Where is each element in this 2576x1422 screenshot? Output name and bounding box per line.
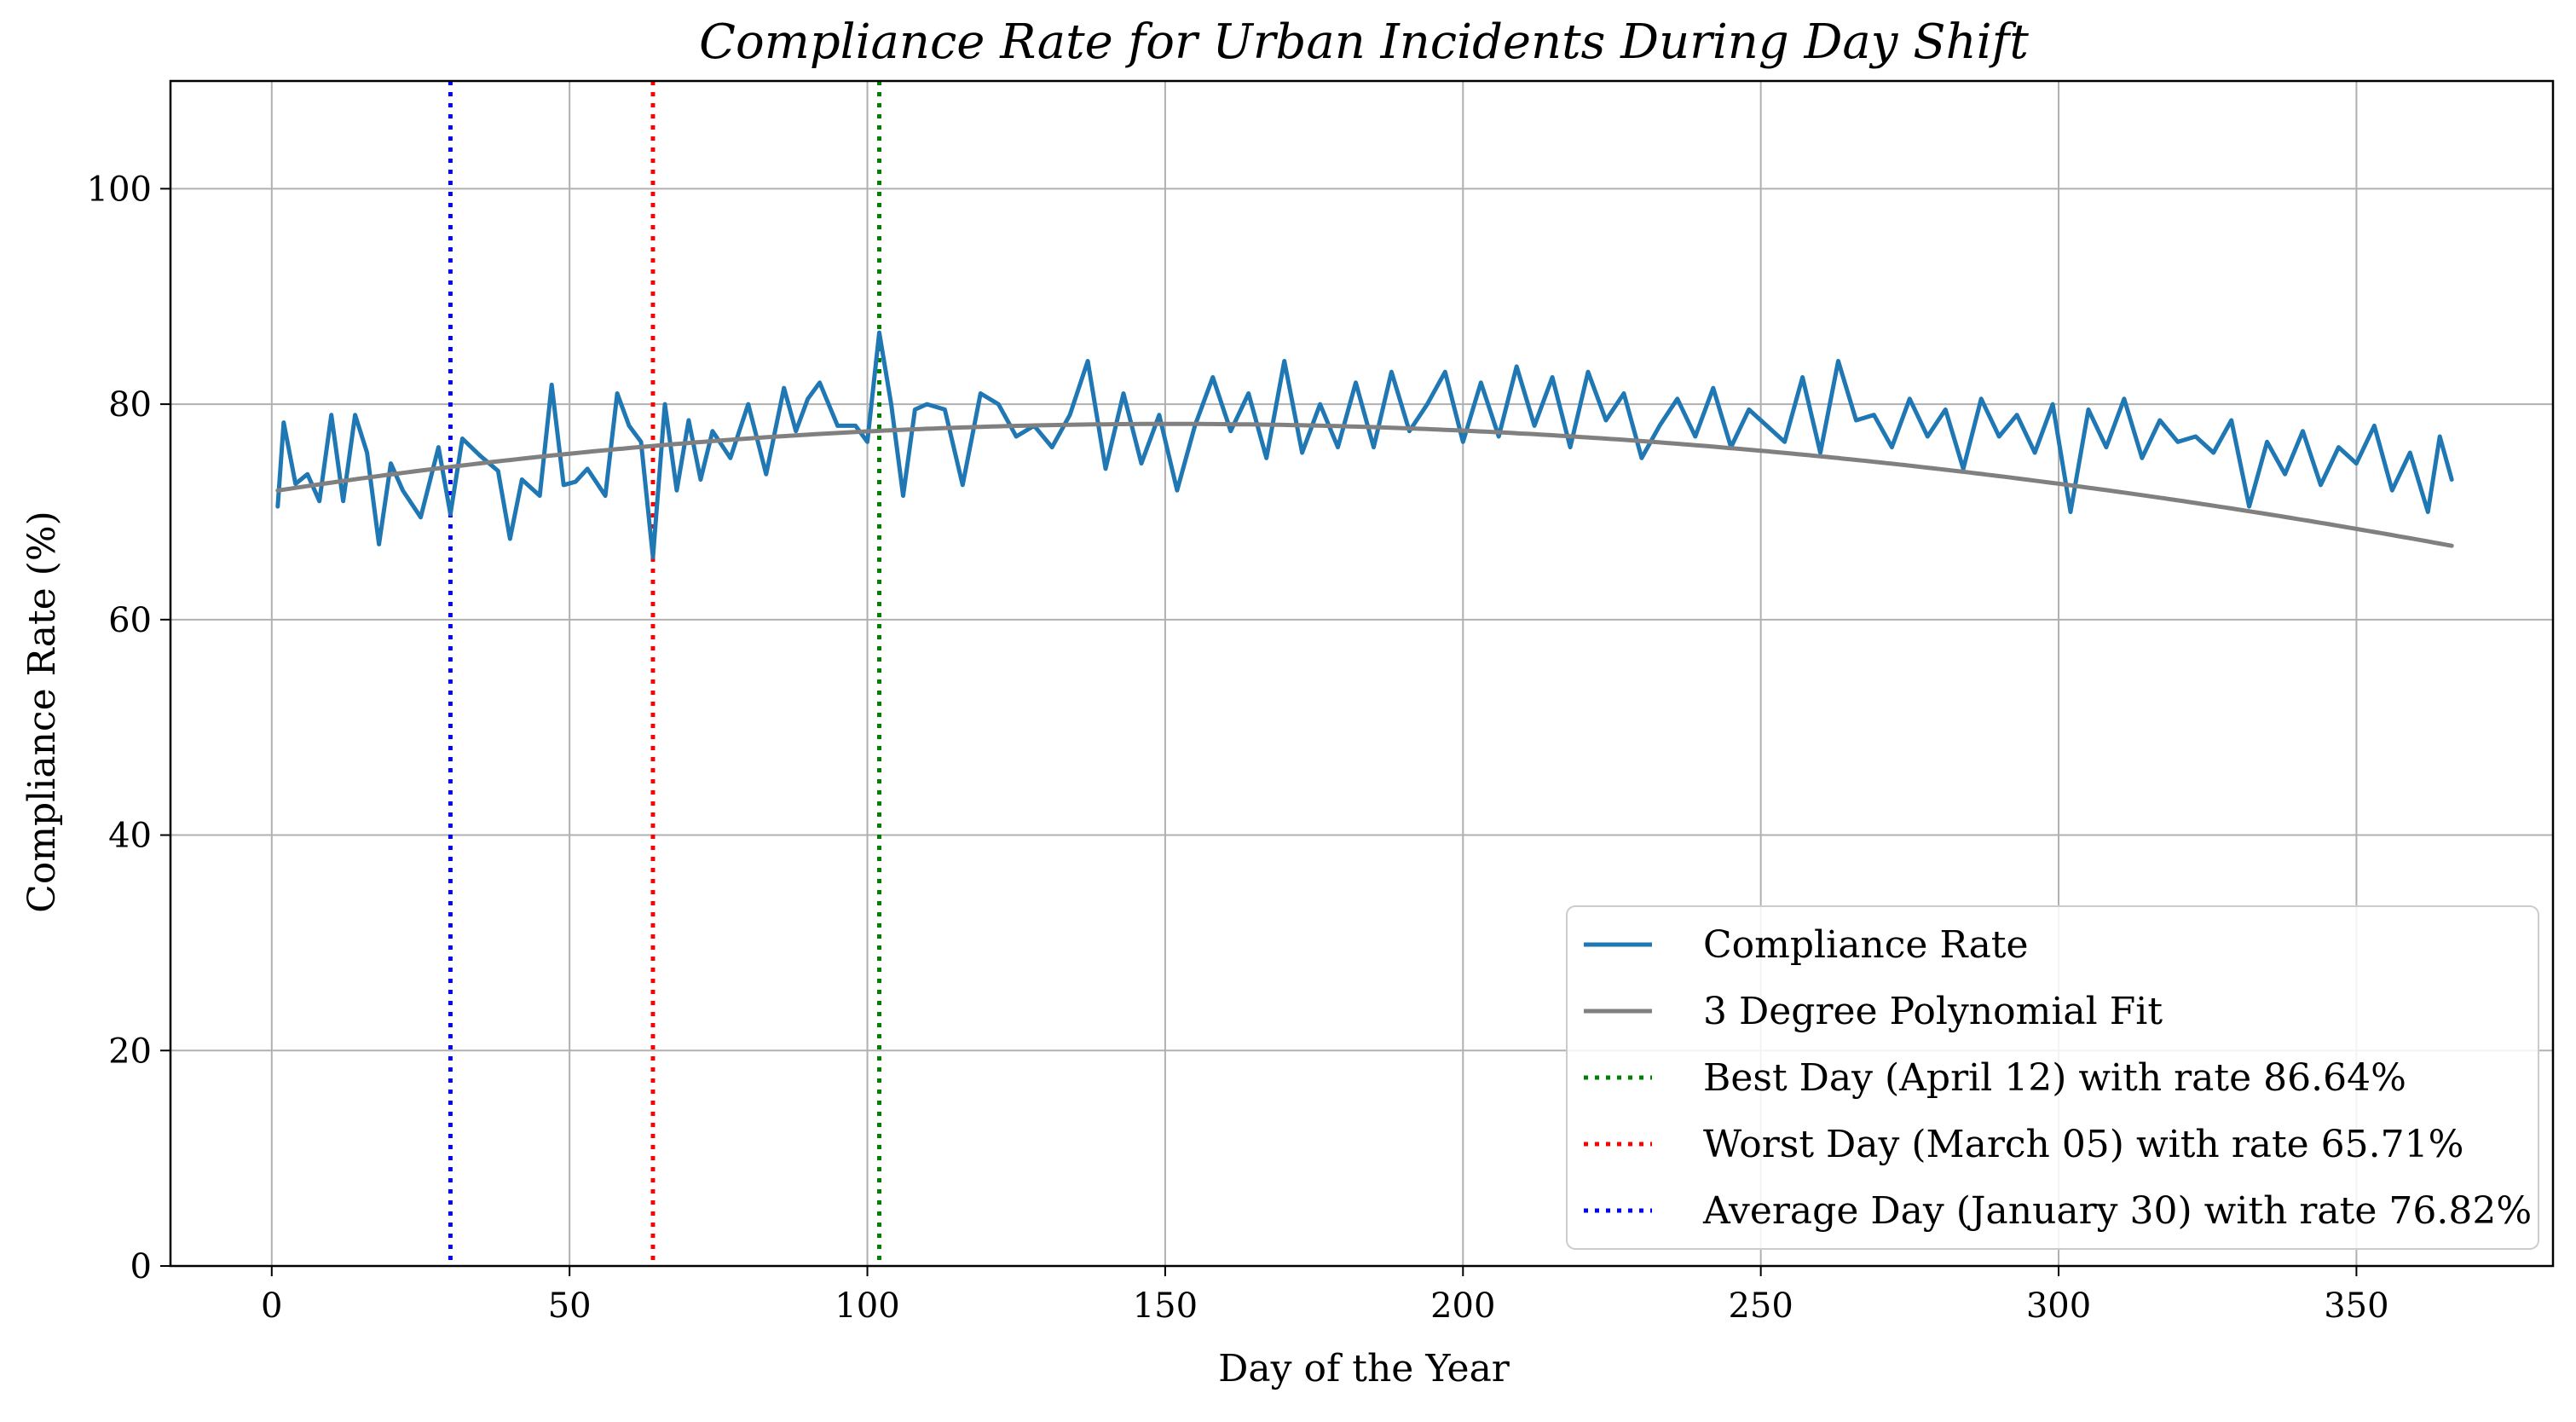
plot-frame (169, 79, 2555, 1268)
y-tick-label-0: 0 (130, 1247, 152, 1286)
y-tick-label-5: 100 (87, 170, 152, 209)
y-tick-label-1: 20 (108, 1032, 152, 1071)
axis-ticks: 0 50 100 150 200 250 300 350 0 20 40 60 80 100 (87, 170, 2389, 1326)
legend-label-1: 3 Degree Polynomial Fit (1703, 990, 2163, 1033)
legend-label-0: Compliance Rate (1703, 923, 2029, 967)
series-line-1 (275, 421, 2454, 548)
x-tick-label-7: 350 (2324, 1286, 2388, 1326)
x-tick-label-0: 0 (261, 1286, 282, 1326)
y-tick-label-3: 60 (108, 601, 152, 640)
x-axis-label: Day of the Year (1218, 1347, 1510, 1390)
x-tick-label-4: 200 (1430, 1286, 1495, 1326)
x-tick-label-3: 150 (1133, 1286, 1198, 1326)
y-tick-label-4: 80 (108, 385, 152, 425)
y-tick-label-2: 40 (108, 817, 152, 856)
x-tick-label-2: 100 (835, 1286, 899, 1326)
x-tick-label-5: 250 (1728, 1286, 1793, 1326)
series-lines (275, 330, 2454, 559)
chart-title: Compliance Rate for Urban Incidents Duri… (699, 14, 2029, 70)
x-tick-label-6: 300 (2026, 1286, 2091, 1326)
x-tick-label-1: 50 (548, 1286, 592, 1326)
legend-label-4: Average Day (January 30) with rate 76.82… (1702, 1189, 2532, 1233)
legend-box (1566, 905, 2539, 1250)
reference-lines (448, 81, 882, 1266)
legend-label-3: Worst Day (March 05) with rate 65.71% (1703, 1123, 2463, 1166)
y-axis-label: Compliance Rate (%) (20, 511, 64, 913)
legend: Compliance Rate 3 Degree Polynomial Fit Be… (1566, 905, 2539, 1250)
legend-label-2: Best Day (April 12) with rate 86.64% (1703, 1056, 2406, 1100)
